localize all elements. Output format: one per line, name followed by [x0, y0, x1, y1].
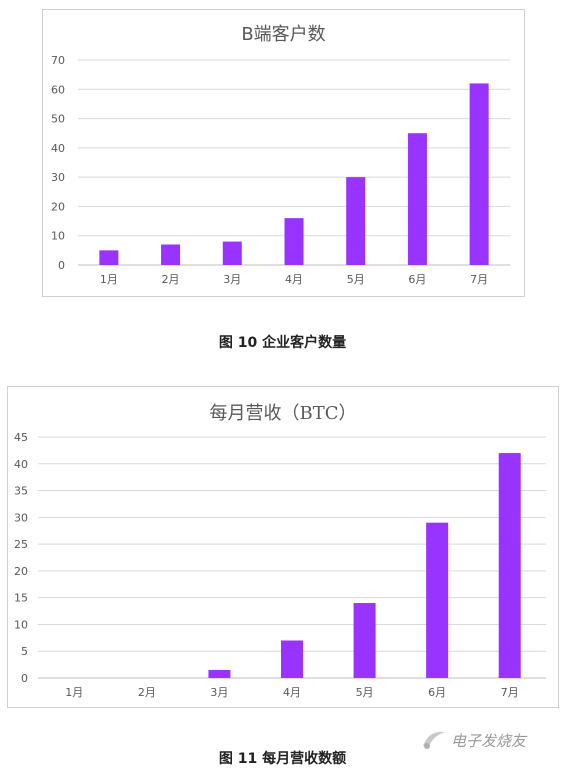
y-tick-label: 20 [51, 200, 65, 213]
y-tick-label: 50 [51, 113, 65, 126]
y-tick-label: 10 [51, 230, 65, 243]
y-tick-label: 5 [21, 645, 28, 658]
x-tick-label: 6月 [408, 273, 426, 286]
bar [407, 133, 427, 265]
bar [161, 244, 181, 265]
figure-caption: 图 11 每月营收数额 [218, 751, 347, 767]
y-tick-label: 10 [14, 618, 28, 631]
y-tick-label: 40 [14, 458, 28, 471]
bar [281, 640, 303, 678]
y-tick-label: 30 [51, 171, 65, 184]
chart-customers: B端客户数 0 10 20 30 40 50 60 70 1月 2月 3月 4月 5月 6月 7月 [42, 9, 525, 297]
x-tick-label: 5月 [347, 273, 365, 286]
y-tick-label: 60 [51, 83, 65, 96]
bar [426, 522, 449, 678]
watermark-logo-icon [423, 731, 445, 749]
figure-caption: 图 10 企业客户数量 [218, 335, 347, 351]
y-tick-label: 20 [14, 565, 28, 578]
y-tick-label: 0 [58, 259, 65, 272]
y-tick-label: 70 [51, 54, 65, 67]
chart-title: B端客户数 [241, 24, 326, 45]
x-tick-label: 7月 [470, 273, 488, 286]
x-tick-label: 4月 [285, 273, 303, 286]
chart-revenue: 每月营收（BTC） 0 5 10 15 20 25 30 35 40 45 1月 2月 3月 4月 5月 6月… [7, 386, 559, 708]
chart-plot: 0 10 20 30 40 50 60 70 1月 2月 3月 4月 5月 6月 7月 [51, 54, 510, 286]
bar [346, 177, 366, 265]
y-tick-label: 40 [51, 142, 65, 155]
x-tick-label: 7月 [501, 686, 519, 699]
y-tick-label: 25 [14, 538, 28, 551]
bar [208, 669, 231, 678]
bar [498, 453, 521, 678]
x-tick-label: 2月 [138, 686, 156, 699]
bar [469, 83, 489, 265]
watermark-text: 电子发烧友 [451, 732, 527, 750]
y-tick-label: 0 [21, 672, 28, 685]
x-tick-label: 1月 [65, 686, 83, 699]
bar [284, 218, 304, 265]
bar [99, 250, 119, 265]
chart-title: 每月营收（BTC） [209, 403, 357, 424]
watermark: 电子发烧友 [413, 728, 553, 750]
y-tick-label: 45 [14, 431, 28, 444]
y-tick-label: 30 [14, 511, 28, 524]
x-tick-label: 5月 [356, 686, 374, 699]
x-tick-label: 4月 [283, 686, 301, 699]
y-tick-label: 15 [14, 592, 28, 605]
chart-plot: 0 5 10 15 20 25 30 35 40 45 1月 2月 3月 4月 5月 6月 7月 [14, 431, 546, 699]
bar [222, 241, 242, 265]
x-tick-label: 2月 [162, 273, 180, 286]
y-tick-label: 35 [14, 485, 28, 498]
x-tick-label: 3月 [210, 686, 228, 699]
bar [353, 603, 376, 678]
x-tick-label: 1月 [100, 273, 118, 286]
x-tick-label: 3月 [223, 273, 241, 286]
x-tick-label: 6月 [428, 686, 446, 699]
